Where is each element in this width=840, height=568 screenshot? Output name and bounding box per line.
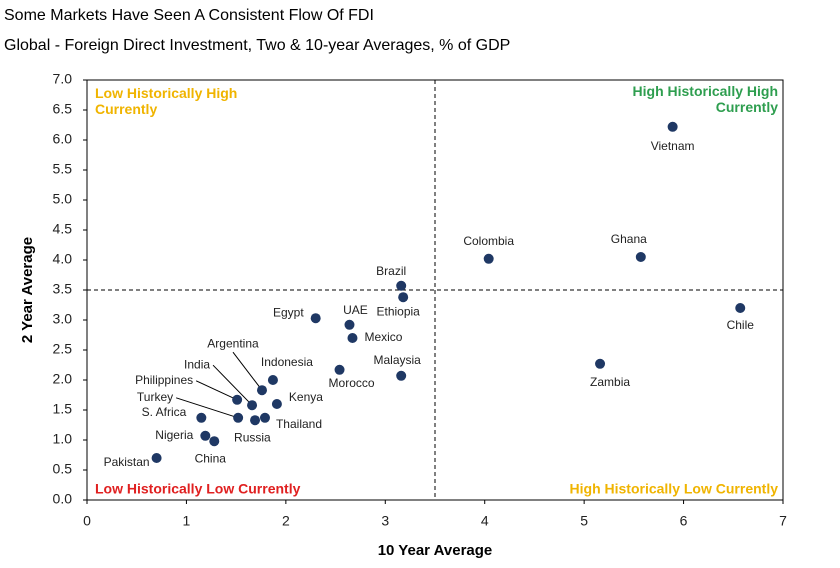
- point: [256, 385, 267, 396]
- y-tick-label: 3.0: [53, 311, 73, 327]
- point-label: UAE: [343, 303, 368, 317]
- leader-line: [212, 364, 253, 406]
- y-tick-label: 0.0: [53, 491, 73, 507]
- x-tick-label: 3: [381, 513, 389, 529]
- point: [267, 375, 278, 385]
- y-tick-label: 7.0: [53, 71, 73, 87]
- point: [233, 412, 244, 423]
- point: [259, 412, 270, 423]
- point-label: Mexico: [364, 330, 402, 344]
- point-label: India: [184, 357, 210, 371]
- y-tick-label: 3.5: [53, 281, 73, 297]
- x-tick-label: 0: [83, 513, 91, 529]
- point-label: Turkey: [137, 390, 173, 404]
- leader-line: [232, 351, 263, 391]
- point-label: Pakistan: [104, 455, 150, 469]
- y-tick-label: 1.0: [53, 431, 73, 447]
- point-label: Thailand: [276, 417, 322, 431]
- point: [334, 364, 345, 375]
- point: [347, 333, 358, 343]
- quadrant-label: Low Historically Low Currently: [95, 481, 301, 497]
- y-axis-title: 2 Year Average: [19, 237, 36, 343]
- x-axis-title: 10 Year Average: [378, 542, 493, 559]
- point: [396, 280, 407, 291]
- point-label: Indonesia: [261, 355, 313, 369]
- point-label: Philippines: [135, 373, 193, 387]
- point-label: Argentina: [207, 336, 259, 350]
- point-label: Colombia: [463, 234, 514, 248]
- point: [483, 253, 494, 264]
- point-label: Russia: [234, 430, 271, 444]
- point-label: Vietnam: [651, 139, 695, 153]
- point-label: S. Africa: [142, 405, 187, 419]
- x-tick-label: 4: [481, 513, 489, 529]
- point: [635, 252, 646, 262]
- chart-subtitle: Global - Foreign Direct Investment, Two …: [4, 37, 510, 54]
- point-label: Chile: [727, 318, 755, 332]
- point-label: Malaysia: [374, 353, 422, 367]
- point: [247, 400, 258, 411]
- x-tick-label: 1: [183, 513, 191, 529]
- quadrant-label: High Historically Low Currently: [570, 481, 779, 497]
- point: [398, 292, 409, 303]
- x-tick-label: 2: [282, 513, 290, 529]
- point-label: Egypt: [273, 305, 304, 319]
- point-label: Ghana: [611, 232, 647, 246]
- y-tick-label: 5.0: [53, 191, 73, 207]
- point: [396, 370, 407, 381]
- leader-line: [175, 397, 239, 419]
- y-tick-label: 6.0: [53, 131, 73, 147]
- y-tick-label: 2.0: [53, 371, 73, 387]
- y-tick-label: 4.0: [53, 251, 73, 267]
- y-tick-label: 0.5: [53, 461, 73, 477]
- x-tick-label: 5: [580, 513, 588, 529]
- point: [196, 412, 207, 423]
- point: [310, 313, 321, 324]
- point: [250, 415, 261, 426]
- point-label: Zambia: [590, 375, 630, 389]
- point: [271, 399, 282, 409]
- chart-title: Some Markets Have Seen A Consistent Flow…: [4, 7, 374, 24]
- quadrant-label-line: High Historically High: [633, 83, 778, 99]
- y-tick-label: 5.5: [53, 161, 73, 177]
- point-label: Kenya: [289, 390, 323, 404]
- point-label: China: [195, 451, 227, 465]
- point: [595, 358, 606, 369]
- point-label: Morocco: [329, 376, 375, 390]
- y-tick-label: 1.5: [53, 401, 73, 417]
- point-label: Nigeria: [155, 428, 193, 442]
- point: [735, 303, 746, 313]
- point-label: Brazil: [376, 264, 406, 278]
- y-tick-label: 6.5: [53, 101, 73, 117]
- point-label: Ethiopia: [376, 304, 420, 318]
- quadrant-label: Low Historically High Currently: [95, 85, 237, 117]
- quadrant-label: High Historically High Currently: [633, 83, 779, 115]
- y-tick-label: 2.5: [53, 341, 73, 357]
- quadrant-label-line: Currently: [716, 99, 778, 115]
- point: [151, 453, 162, 463]
- point: [344, 319, 355, 330]
- x-tick-label: 7: [779, 513, 787, 529]
- x-tick-label: 6: [680, 513, 688, 529]
- point: [209, 436, 220, 447]
- point: [232, 394, 243, 405]
- y-tick-label: 4.5: [53, 221, 73, 237]
- point: [200, 430, 211, 441]
- point: [667, 121, 678, 132]
- quadrant-label-line: Low Historically High: [95, 85, 237, 101]
- quadrant-label-line: Currently: [95, 101, 157, 117]
- leader-line: [195, 380, 238, 401]
